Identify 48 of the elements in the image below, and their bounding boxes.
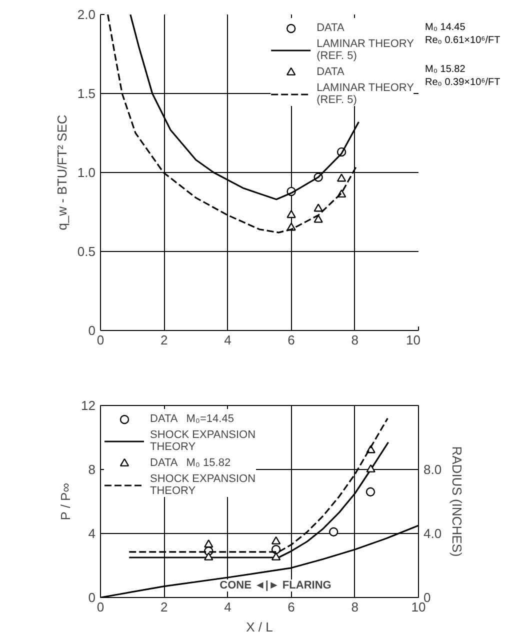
text: M₀ 15.82 Re₀ 0.39×10⁶/FT bbox=[425, 63, 500, 89]
x-tick-label: 10 bbox=[411, 600, 426, 614]
x-tick-label: 8 bbox=[351, 332, 359, 348]
point bbox=[204, 539, 214, 548]
y-tick-label: 1.0 bbox=[77, 165, 96, 180]
legend-label: DATA bbox=[316, 66, 344, 78]
y-tick-label: 1.5 bbox=[77, 86, 96, 101]
y2-tick-label: 0 bbox=[424, 590, 431, 605]
y-tick-label: 0.5 bbox=[77, 244, 96, 259]
y-tick-label: 8 bbox=[88, 462, 96, 477]
legend-label: DATA bbox=[316, 22, 344, 34]
x-tick-label: 2 bbox=[160, 600, 168, 614]
legend-label: SHOCK EXPANSION THEORY bbox=[150, 473, 256, 497]
legend-label: DATA M₀ 15.82 bbox=[150, 457, 231, 469]
y-axis-title: P / P∞ bbox=[58, 483, 74, 520]
x-tick-label: 4 bbox=[224, 600, 232, 614]
point bbox=[366, 464, 376, 472]
point bbox=[336, 174, 346, 182]
point bbox=[204, 552, 214, 560]
legend-label: LAMINAR THEORY (REF. 5) bbox=[316, 82, 414, 106]
annotation: CONE ◄|► FLARING bbox=[220, 580, 332, 592]
point bbox=[366, 487, 376, 496]
x-tick-label: 4 bbox=[224, 332, 232, 348]
point bbox=[271, 536, 281, 544]
y-tick-label: 2.0 bbox=[77, 7, 96, 22]
point bbox=[271, 552, 281, 560]
y-tick-label: 4 bbox=[88, 526, 96, 541]
point bbox=[314, 204, 323, 212]
x-tick-label: 8 bbox=[351, 600, 359, 614]
y2-axis-title: RADIUS (INCHES) bbox=[450, 446, 465, 557]
point bbox=[314, 214, 323, 223]
text: M₀ 14.45 Re₀ 0.61×10⁶/FT bbox=[425, 21, 500, 47]
x-axis-title: X / L bbox=[246, 620, 273, 634]
point bbox=[328, 527, 338, 536]
y-tick-label: 0 bbox=[88, 590, 96, 605]
legend-label: SHOCK EXPANSION THEORY bbox=[150, 429, 256, 453]
x-tick-label: 6 bbox=[288, 600, 295, 614]
y-tick-label: 0 bbox=[88, 323, 96, 338]
y2-tick-label: 4.0 bbox=[424, 526, 442, 541]
y-tick-label: 12 bbox=[81, 398, 96, 413]
x-tick-label: 6 bbox=[288, 332, 295, 348]
y-axis-title: q_w - BTU/FT² SEC bbox=[54, 114, 70, 230]
y2-tick-label: 8.0 bbox=[424, 462, 442, 477]
point bbox=[286, 210, 296, 218]
legend-label: DATA M₀=14.45 bbox=[150, 413, 234, 425]
legend-label: LAMINAR THEORY (REF. 5) bbox=[316, 38, 414, 62]
x-tick-label: 10 bbox=[406, 332, 421, 348]
x-tick-label: 2 bbox=[160, 332, 168, 348]
